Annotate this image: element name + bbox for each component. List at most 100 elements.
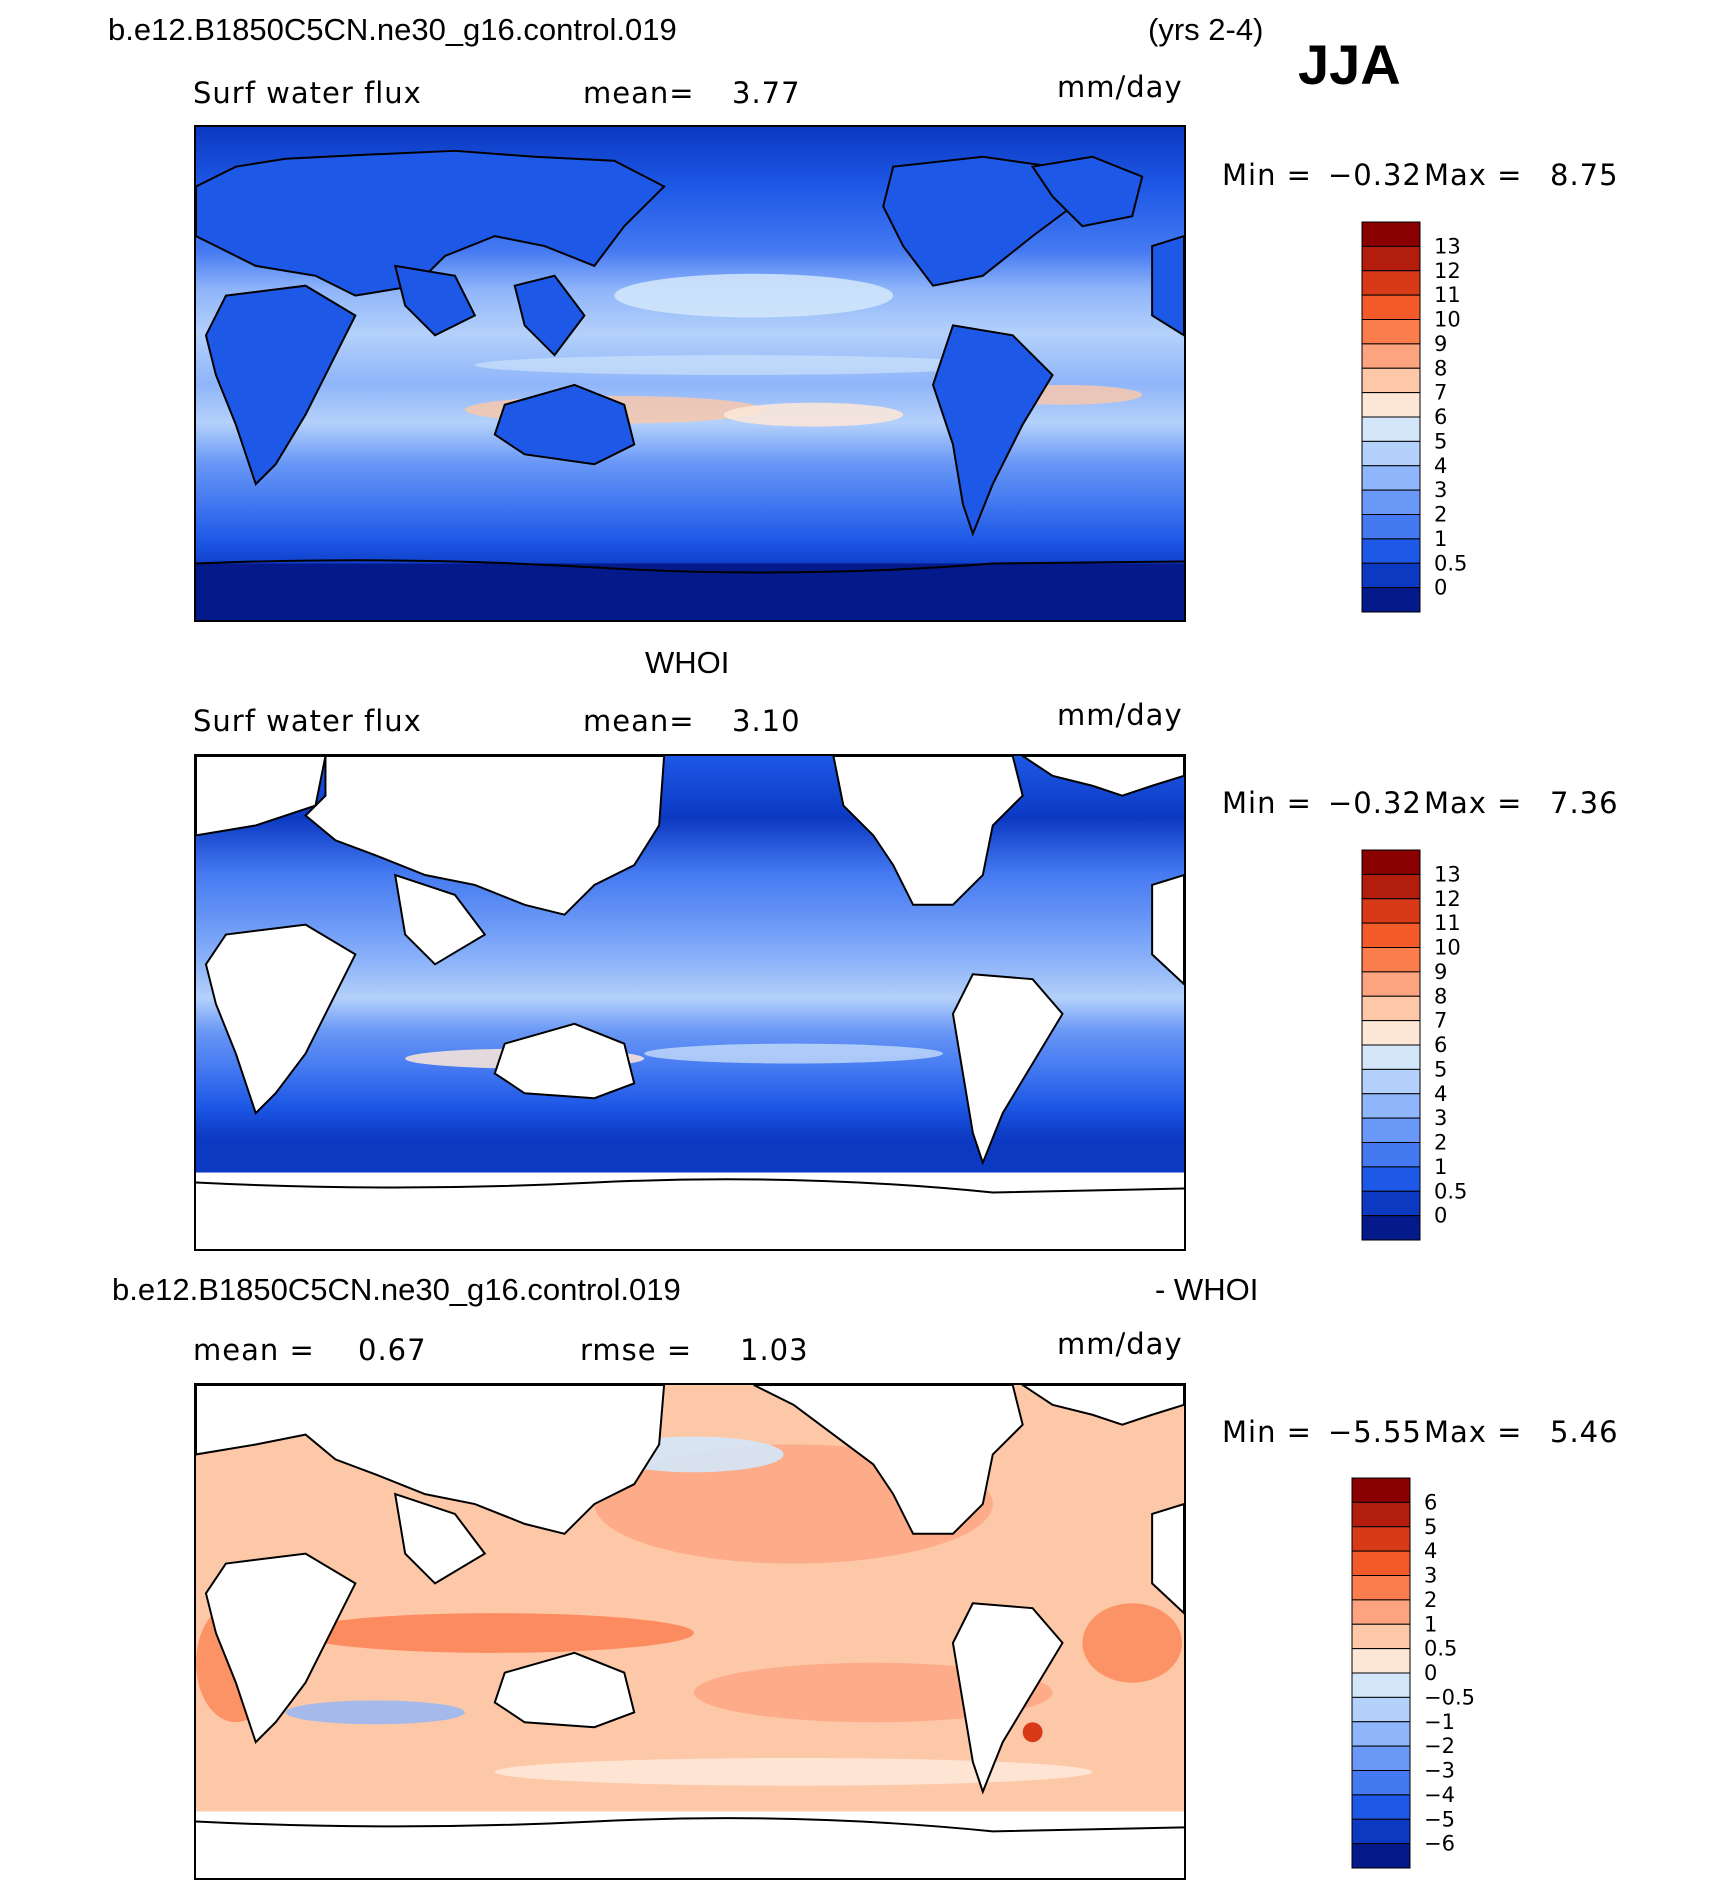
panel3-stat1-label: mean = [193, 1333, 315, 1367]
colorbar-label: 0 [1434, 576, 1447, 600]
colorbar-swatch [1361, 849, 1421, 875]
colorbar-swatch [1361, 270, 1421, 296]
colorbar-swatch [1361, 465, 1421, 491]
colorbar-swatch [1351, 1648, 1411, 1674]
panel1-stat1-label: mean= [583, 76, 695, 110]
panel2-stat1-value: 3.10 [732, 704, 801, 738]
colorbar-swatch [1361, 922, 1421, 949]
colorbar-swatch [1351, 1599, 1411, 1625]
colorbar-swatch [1351, 1843, 1411, 1869]
panel3-min-value: −5.55 [1328, 1415, 1422, 1449]
colorbar-swatch [1361, 1068, 1421, 1095]
panel1-colorbar: 13 12 11 10 9 8 7 6 5 4 3 2 1 0.5 0 [1361, 221, 1482, 613]
colorbar-swatch [1361, 562, 1421, 589]
colorbar-label: 10 [1434, 936, 1461, 960]
colorbar-swatch [1361, 440, 1421, 467]
panel1-min-label: Min = [1222, 158, 1312, 192]
colorbar-label: 9 [1434, 960, 1447, 984]
colorbar-swatch [1351, 1501, 1411, 1528]
colorbar-label: 6 [1434, 1033, 1447, 1057]
colorbar-swatch [1361, 1093, 1421, 1119]
colorbar-swatch [1361, 538, 1421, 564]
colorbar-swatch [1351, 1770, 1411, 1796]
colorbar-swatch [1361, 1142, 1421, 1168]
colorbar-swatch [1361, 1117, 1421, 1144]
colorbar-label: 13 [1434, 234, 1461, 258]
colorbar-label: 2 [1424, 1588, 1437, 1612]
case-title: b.e12.B1850C5CN.ne30_g16.control.019 [108, 12, 677, 47]
panel3-units: mm/day [1057, 1327, 1183, 1361]
panel2-colorbar: 13 12 11 10 9 8 7 6 5 4 3 2 1 0.5 0 [1361, 849, 1482, 1241]
colorbar-swatch [1361, 343, 1421, 369]
panel3-section-suffix: - WHOI [1155, 1272, 1259, 1307]
season-label: JJA [1298, 33, 1401, 96]
colorbar-label: 1 [1424, 1612, 1437, 1636]
colorbar-swatch [1361, 514, 1421, 540]
panel2-section-title: WHOI [645, 645, 730, 680]
colorbar-label: 8 [1434, 356, 1447, 380]
panel1-min-value: −0.32 [1328, 158, 1422, 192]
colorbar-swatch [1361, 1166, 1421, 1192]
panel2-stat1-label: mean= [583, 704, 695, 738]
colorbar-swatch [1361, 319, 1421, 345]
colorbar-label: 4 [1434, 1082, 1447, 1106]
colorbar-label: 2 [1434, 503, 1447, 527]
colorbar-label: 5 [1424, 1515, 1437, 1539]
colorbar-swatch [1361, 1044, 1421, 1070]
colorbar-swatch [1351, 1818, 1411, 1845]
colorbar-swatch [1361, 221, 1421, 247]
colorbar-swatch [1361, 416, 1421, 442]
colorbar-label: 11 [1434, 911, 1461, 935]
panel1-max-value: 8.75 [1550, 158, 1619, 192]
colorbar-label: 5 [1434, 1057, 1447, 1081]
colorbar-label: 3 [1434, 478, 1447, 502]
colorbar-label: 3 [1434, 1106, 1447, 1130]
colorbar-label: 10 [1434, 308, 1461, 332]
colorbar-label: −2 [1424, 1734, 1455, 1758]
colorbar-swatch [1351, 1550, 1411, 1577]
panel3-stat2-label: rmse = [580, 1333, 693, 1367]
colorbar-swatch [1361, 392, 1421, 418]
colorbar-label: −3 [1424, 1759, 1455, 1783]
panel3-max-label: Max = [1424, 1415, 1523, 1449]
colorbar-swatch [1351, 1794, 1411, 1820]
colorbar-label: 13 [1434, 862, 1461, 886]
panel3-stat1-value: 0.67 [358, 1333, 427, 1367]
colorbar-label: 8 [1434, 984, 1447, 1008]
colorbar-swatch [1351, 1623, 1411, 1650]
colorbar-label: 7 [1434, 381, 1447, 405]
colorbar-swatch [1361, 995, 1421, 1022]
colorbar-swatch [1351, 1672, 1411, 1698]
colorbar-label: 1 [1434, 1155, 1447, 1179]
panel2-max-label: Max = [1424, 786, 1523, 820]
panel1-map-svg [196, 127, 1184, 620]
colorbar-label: 9 [1434, 332, 1447, 356]
colorbar-label: 11 [1434, 283, 1461, 307]
colorbar-swatch [1361, 367, 1421, 394]
colorbar-label: 6 [1434, 405, 1447, 429]
colorbar-swatch [1361, 1215, 1421, 1241]
colorbar-label: 0 [1424, 1661, 1437, 1685]
colorbar-label: 12 [1434, 259, 1461, 283]
panel2-min-label: Min = [1222, 786, 1312, 820]
panel1-max-label: Max = [1424, 158, 1523, 192]
panel3-map-svg [196, 1385, 1184, 1878]
panel1-units: mm/day [1057, 70, 1183, 104]
colorbar-swatch [1361, 294, 1421, 321]
panel3-map [194, 1383, 1186, 1880]
colorbar-swatch [1361, 898, 1421, 924]
years-label: (yrs 2-4) [1148, 12, 1264, 47]
colorbar-swatch [1351, 1526, 1411, 1552]
colorbar-label: 0.5 [1434, 551, 1467, 575]
colorbar-swatch [1361, 489, 1421, 516]
colorbar-swatch [1361, 587, 1421, 613]
panel1-map [194, 125, 1186, 622]
panel1-stat1-value: 3.77 [732, 76, 801, 110]
colorbar-label: 4 [1434, 454, 1447, 478]
colorbar-label: 3 [1424, 1564, 1437, 1588]
panel2-map [194, 754, 1186, 1251]
colorbar-swatch [1361, 1190, 1421, 1217]
colorbar-swatch [1351, 1696, 1411, 1723]
